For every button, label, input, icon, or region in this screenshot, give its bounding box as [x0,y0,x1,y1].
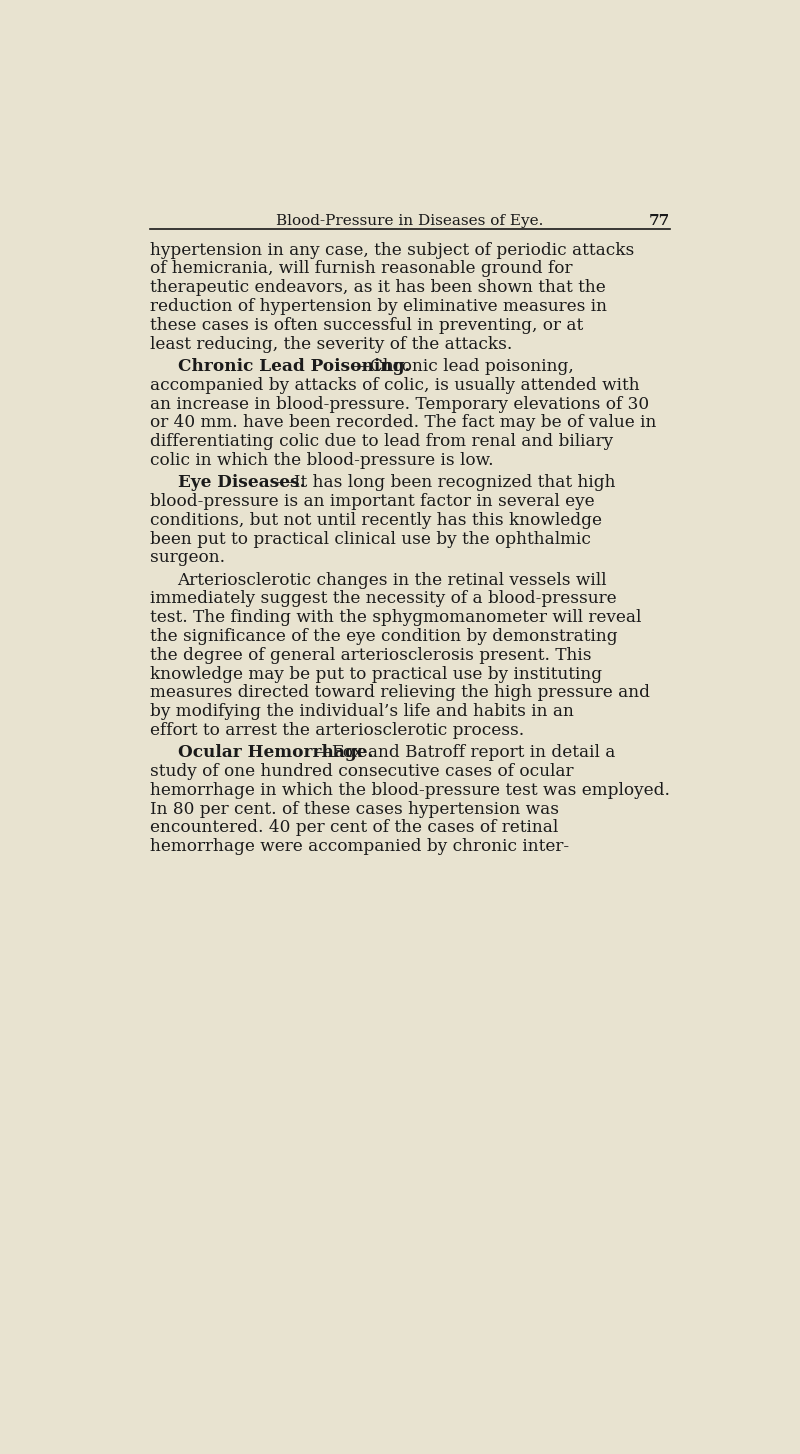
Text: of hemicrania, will furnish reasonable ground for: of hemicrania, will furnish reasonable g… [150,260,572,278]
Text: these cases is often successful in preventing, or at: these cases is often successful in preve… [150,317,583,334]
Text: hemorrhage in which the blood-pressure test was employed.: hemorrhage in which the blood-pressure t… [150,782,670,798]
Text: effort to arrest the arteriosclerotic process.: effort to arrest the arteriosclerotic pr… [150,723,524,739]
Text: conditions, but not until recently has this knowledge: conditions, but not until recently has t… [150,512,602,529]
Text: Arteriosclerotic changes in the retinal vessels will: Arteriosclerotic changes in the retinal … [178,571,607,589]
Text: by modifying the individual’s life and habits in an: by modifying the individual’s life and h… [150,704,574,720]
Text: Blood-Pressure in Diseases of Eye.: Blood-Pressure in Diseases of Eye. [276,214,544,228]
Text: measures directed toward relieving the high pressure and: measures directed toward relieving the h… [150,685,650,701]
Text: an increase in blood-pressure. Temporary elevations of 30: an increase in blood-pressure. Temporary… [150,395,649,413]
Text: hypertension in any case, the subject of periodic attacks: hypertension in any case, the subject of… [150,241,634,259]
Text: the significance of the eye condition by demonstrating: the significance of the eye condition by… [150,628,618,646]
Text: the degree of general arteriosclerosis present. This: the degree of general arteriosclerosis p… [150,647,591,664]
Text: Chronic Lead Poisoning.: Chronic Lead Poisoning. [178,358,410,375]
Text: study of one hundred consecutive cases of ocular: study of one hundred consecutive cases o… [150,763,573,779]
Text: test. The finding with the sphygmomanometer will reveal: test. The finding with the sphygmomanome… [150,609,641,627]
Text: surgeon.: surgeon. [150,550,225,567]
Text: —It has long been recognized that high: —It has long been recognized that high [277,474,615,491]
Text: —Chronic lead poisoning,: —Chronic lead poisoning, [353,358,574,375]
Text: In 80 per cent. of these cases hypertension was: In 80 per cent. of these cases hypertens… [150,801,558,817]
Text: Eye Diseases.: Eye Diseases. [178,474,305,491]
Text: accompanied by attacks of colic, is usually attended with: accompanied by attacks of colic, is usua… [150,377,639,394]
Text: immediately suggest the necessity of a blood-pressure: immediately suggest the necessity of a b… [150,590,616,608]
Text: Ocular Hemorrhage.: Ocular Hemorrhage. [178,744,373,762]
Text: therapeutic endeavors, as it has been shown that the: therapeutic endeavors, as it has been sh… [150,279,606,297]
Text: knowledge may be put to practical use by instituting: knowledge may be put to practical use by… [150,666,602,682]
Text: colic in which the blood-pressure is low.: colic in which the blood-pressure is low… [150,452,494,470]
Text: hemorrhage were accompanied by chronic inter-: hemorrhage were accompanied by chronic i… [150,839,569,855]
Text: reduction of hypertension by eliminative measures in: reduction of hypertension by eliminative… [150,298,606,316]
Text: encountered. 40 per cent of the cases of retinal: encountered. 40 per cent of the cases of… [150,820,558,836]
Text: or 40 mm. have been recorded. The fact may be of value in: or 40 mm. have been recorded. The fact m… [150,414,656,432]
Text: —Fox and Batroff report in detail a: —Fox and Batroff report in detail a [314,744,615,762]
Text: least reducing, the severity of the attacks.: least reducing, the severity of the atta… [150,336,512,353]
Text: blood-pressure is an important factor in several eye: blood-pressure is an important factor in… [150,493,594,510]
Text: 77: 77 [649,214,670,228]
Text: differentiating colic due to lead from renal and biliary: differentiating colic due to lead from r… [150,433,613,451]
Text: been put to practical clinical use by the ophthalmic: been put to practical clinical use by th… [150,531,590,548]
